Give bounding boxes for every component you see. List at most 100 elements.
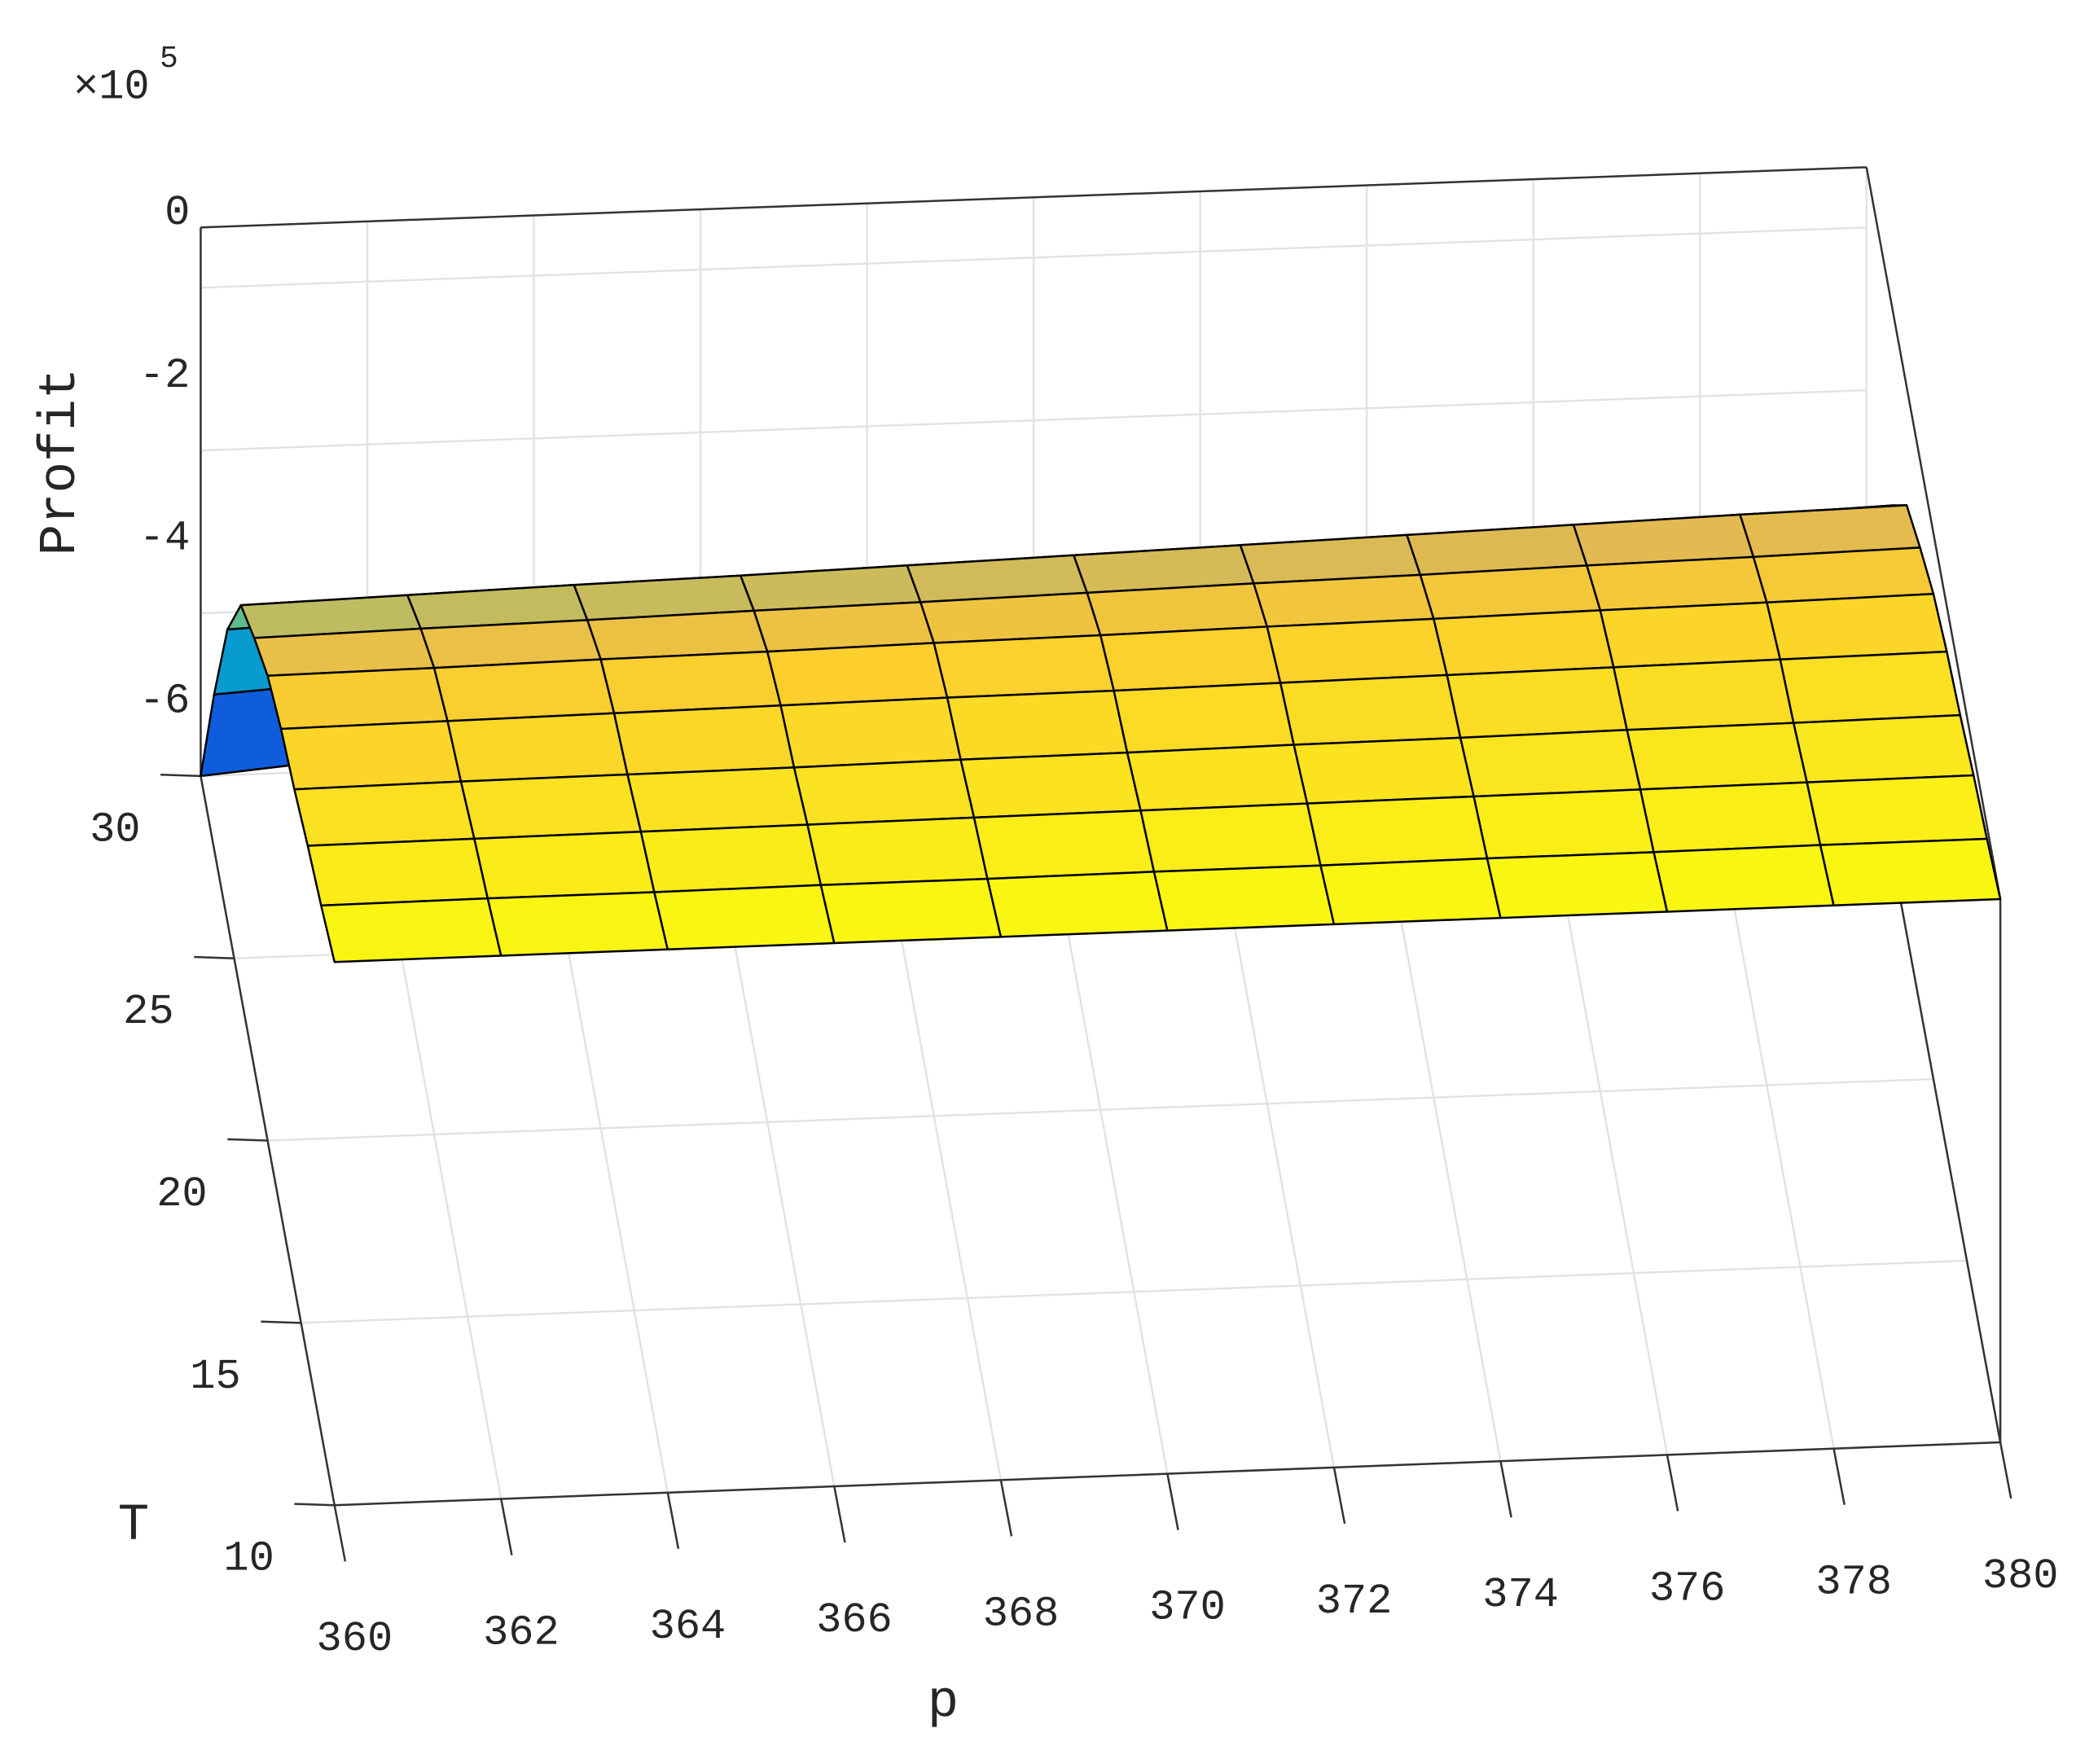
surface-patch: [1819, 837, 2002, 906]
surface-patch: [1152, 864, 1336, 932]
surface-patch: [1279, 674, 1462, 746]
surface: [200, 504, 2002, 963]
surface-patch: [1793, 713, 1975, 783]
y-tick: [294, 1503, 335, 1507]
surface-patch: [473, 830, 656, 900]
x-tick: [333, 1504, 347, 1562]
surface-patch: [1253, 573, 1435, 628]
surface-patch: [1139, 802, 1322, 873]
surface-patch: [1639, 781, 1822, 853]
surface-patch: [1433, 609, 1615, 677]
x-tick-label: 366: [816, 1596, 893, 1644]
surface-patch: [1293, 736, 1475, 805]
box-edge: [200, 166, 1867, 229]
surface-patch: [1319, 857, 1502, 926]
x-tick: [833, 1485, 846, 1543]
surface-patch: [1586, 555, 1768, 612]
surface-patch: [639, 823, 823, 893]
z-multiplier: ×10: [73, 64, 150, 112]
surface-patch: [459, 773, 643, 840]
surface-patch: [612, 704, 796, 776]
x-tick-label: 368: [983, 1590, 1060, 1638]
surface-patch: [766, 642, 949, 707]
surface-patch: [320, 897, 503, 963]
axes-box: [160, 166, 2012, 1562]
surface-patch: [293, 780, 476, 847]
surface-patch: [306, 837, 489, 907]
surface-patch: [1806, 774, 1988, 846]
x-tick: [1499, 1460, 1512, 1518]
surface-patch: [1446, 666, 1628, 739]
surface-patch: [653, 884, 836, 951]
surface-patch: [779, 696, 962, 769]
x-tick-label: 360: [317, 1615, 393, 1663]
y-tick-label: 15: [190, 1353, 240, 1401]
y-tick: [261, 1320, 301, 1324]
surface-patch: [1473, 788, 1655, 860]
x-tick-label: 362: [483, 1609, 560, 1657]
y-tick: [227, 1138, 268, 1142]
surface-patch: [1099, 625, 1282, 692]
surface-patch: [1779, 650, 1962, 724]
surface-patch: [266, 666, 449, 731]
x-tick: [1666, 1455, 1679, 1512]
surface-patch: [1113, 682, 1295, 754]
x-tick-label: 380: [1982, 1552, 2059, 1600]
x-tick: [666, 1492, 680, 1550]
floor-grid-line: [267, 1077, 1933, 1142]
surface-patch: [446, 712, 629, 783]
tick-labels: 360 362 364 366 368 370 372 374 376 378 380 10 15 20 2…: [90, 189, 2058, 1663]
x-tick: [1999, 1441, 2012, 1499]
wall-grid-line: [200, 388, 1867, 452]
surface-patch: [959, 751, 1142, 819]
y-tick-label: 25: [123, 988, 173, 1036]
surface-patch: [792, 758, 976, 826]
surface-patch: [1599, 601, 1782, 669]
y-tick-label: 30: [90, 805, 140, 853]
wall-grid-line: [200, 226, 1867, 289]
y-axis-label: T: [118, 1497, 149, 1556]
surface-patch: [1486, 851, 1669, 919]
x-tick: [1832, 1448, 1846, 1505]
surface-patch: [1752, 546, 1935, 604]
surface-patch: [1626, 722, 1808, 791]
x-tick: [500, 1499, 513, 1556]
surface-patch: [486, 891, 669, 957]
surface-patch: [1766, 593, 1948, 661]
surface-patch: [626, 766, 809, 833]
surface-patch: [599, 650, 782, 715]
x-tick: [1332, 1467, 1346, 1525]
x-tick-label: 376: [1649, 1564, 1726, 1613]
y-tick: [194, 955, 235, 959]
surface-patch: [986, 871, 1169, 938]
x-tick-label: 378: [1815, 1559, 1892, 1607]
box-edge: [1865, 167, 2002, 900]
x-tick-label: 372: [1316, 1578, 1393, 1626]
surface-patch: [432, 658, 616, 722]
surface-patch: [1266, 617, 1448, 684]
x-axis-label: p: [928, 1674, 959, 1732]
surface-patch: [1126, 744, 1309, 812]
y-tick: [160, 773, 201, 778]
z-axis-label: Profit: [32, 368, 90, 555]
y-tick-label: 10: [223, 1535, 274, 1583]
surface-patch: [279, 720, 463, 791]
z-tick-label: 0: [165, 189, 190, 237]
surface-patch: [1613, 658, 1795, 731]
x-tick: [1166, 1473, 1179, 1530]
surface-patch: [806, 816, 989, 887]
surface-patch: [946, 689, 1129, 761]
surface-patch: [1306, 795, 1489, 867]
surface-patch: [972, 810, 1156, 880]
z-exponent: 5: [160, 42, 178, 77]
surface-patch: [1653, 844, 1835, 913]
surface-patch: [819, 877, 1003, 945]
z-tick-label: -2: [139, 352, 190, 400]
z-tick-label: -4: [139, 515, 190, 563]
z-tick-label: -6: [139, 678, 190, 726]
x-tick-label: 374: [1482, 1571, 1559, 1619]
x-tick: [999, 1480, 1013, 1537]
floor-grid-line: [301, 1259, 1968, 1324]
